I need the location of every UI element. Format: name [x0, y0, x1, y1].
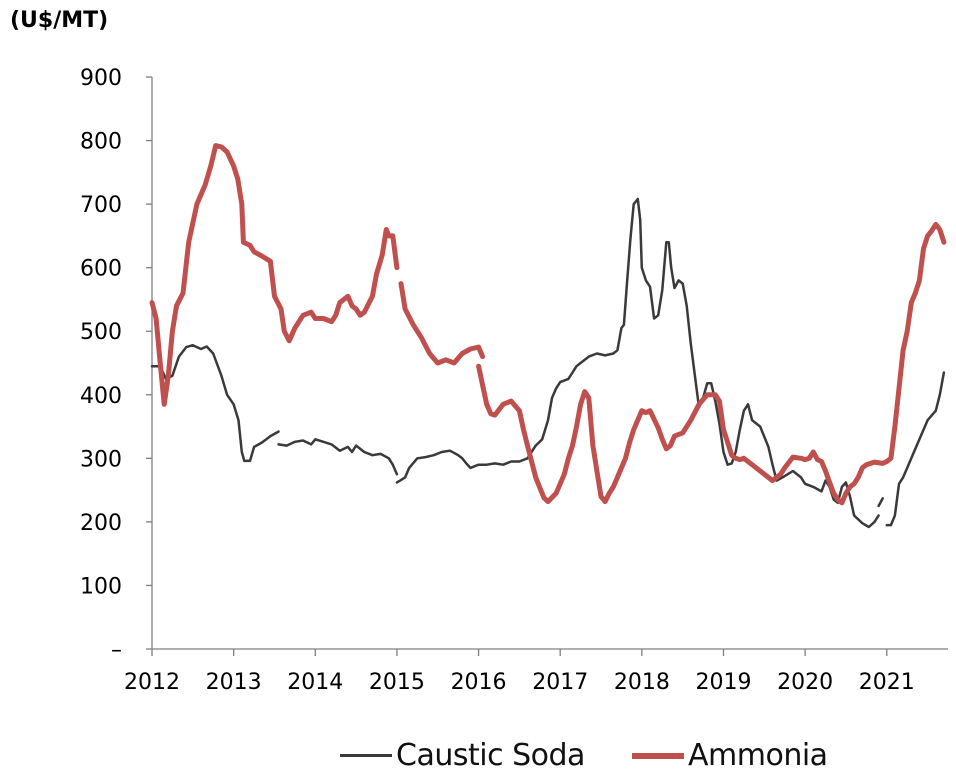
- x-tick-label: 2014: [287, 670, 343, 695]
- legend: Caustic Soda Ammonia: [0, 738, 956, 778]
- legend-swatch: [340, 754, 392, 757]
- legend-item-ammonia: Ammonia: [632, 738, 828, 773]
- x-tick-label: 2019: [695, 670, 751, 695]
- y-tick-label: 100: [80, 574, 122, 599]
- y-tick-label: 900: [80, 66, 122, 91]
- legend-swatch: [632, 752, 684, 759]
- y-tick-label: 400: [80, 384, 122, 409]
- series-line-ammonia: [149, 143, 947, 506]
- x-tick-label: 2017: [532, 670, 588, 695]
- y-tick-label: 800: [80, 130, 122, 155]
- x-tick-label: 2012: [124, 670, 180, 695]
- legend-label: Caustic Soda: [396, 738, 585, 773]
- x-tick-label: 2015: [369, 670, 425, 695]
- x-tick-label: 2021: [859, 670, 915, 695]
- legend-item-caustic-soda: Caustic Soda: [340, 738, 585, 773]
- y-tick-label: 600: [80, 257, 122, 282]
- x-tick-label: 2016: [451, 670, 507, 695]
- y-tick-label: 300: [80, 447, 122, 472]
- series-line-caustic-soda: [150, 197, 946, 529]
- y-tick-label: 500: [80, 320, 122, 345]
- y-tick-label: 700: [80, 193, 122, 218]
- y-tick-label: –: [111, 638, 122, 663]
- y-tick-label: 200: [80, 511, 122, 536]
- x-tick-label: 2018: [614, 670, 670, 695]
- axes: – 100 200 300 400 500 600 700 800 900 2012 2013 2014…: [80, 66, 948, 695]
- x-tick-label: 2020: [777, 670, 833, 695]
- series-layer: [149, 143, 947, 529]
- legend-label: Ammonia: [688, 738, 828, 773]
- unit-label: (U$/MT): [10, 8, 109, 33]
- x-tick-label: 2013: [206, 670, 262, 695]
- line-chart: – 100 200 300 400 500 600 700 800 900 2012 2013 2014…: [80, 66, 948, 695]
